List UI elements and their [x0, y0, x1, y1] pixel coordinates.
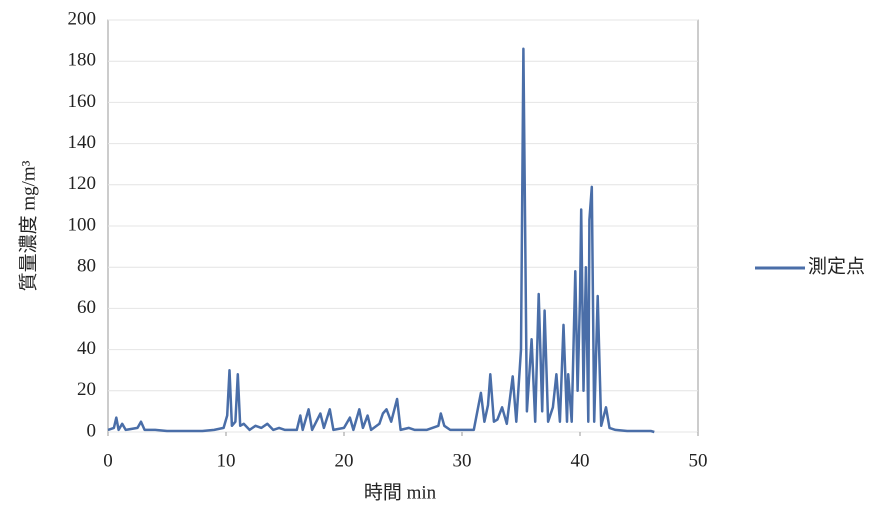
- legend-label: 測定点: [808, 255, 865, 277]
- y-tick-label: 120: [68, 173, 97, 194]
- y-tick-label: 20: [77, 379, 96, 400]
- y-tick-label: 160: [68, 91, 97, 112]
- y-tick-label: 40: [77, 338, 96, 359]
- y-tick-label: 0: [87, 420, 97, 441]
- x-tick-label: 0: [103, 450, 113, 471]
- x-tick-label: 40: [571, 450, 590, 471]
- x-tick-label: 50: [689, 450, 708, 471]
- x-tick-label: 10: [217, 450, 236, 471]
- data-line: [107, 47, 655, 434]
- x-tick-label: 20: [335, 450, 354, 471]
- y-tick-label: 180: [68, 50, 97, 71]
- y-tick-label: 200: [68, 8, 97, 29]
- y-tick-label: 140: [68, 132, 97, 153]
- y-tick-label: 80: [77, 256, 96, 277]
- x-axis-label: 時間 min: [364, 481, 437, 503]
- x-tick-label: 30: [453, 450, 472, 471]
- y-axis-label: 質量濃度 mg/m³: [17, 160, 39, 291]
- y-tick-label: 60: [77, 297, 96, 318]
- y-tick-label: 100: [68, 214, 97, 235]
